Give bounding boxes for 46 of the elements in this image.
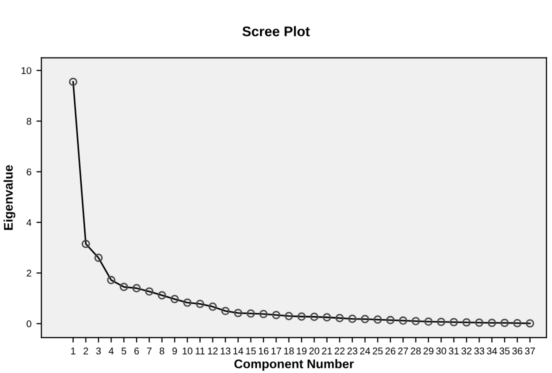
x-tick-label: 10 [182,348,192,354]
x-tick-label: 25 [372,348,383,354]
x-tick-label: 2 [84,348,88,354]
x-tick-label: 26 [385,348,396,354]
x-tick-label: 3 [96,348,101,354]
x-tick-label: 31 [448,348,459,354]
x-tick-label: 11 [196,348,205,354]
x-tick-label: 36 [512,348,522,354]
x-tick-label: 18 [284,348,294,354]
x-tick-label: 27 [398,348,408,354]
x-tick-label: 24 [360,348,370,354]
x-tick-label: 37 [524,348,535,354]
x-tick-label: 5 [122,348,126,354]
x-tick-label: 17 [272,348,282,354]
x-tick-label: 21 [322,348,332,354]
x-axis-title: Component Number [234,359,354,371]
x-tick-label: 35 [500,348,510,354]
x-tick-label: 22 [334,348,345,354]
x-tick-label: 4 [108,348,114,354]
y-tick-label: 10 [22,67,32,74]
x-tick-label: 34 [486,348,498,354]
y-tick-label: 6 [26,168,32,176]
x-tick-label: 23 [347,348,358,354]
y-tick-label: 4 [26,219,32,226]
x-tick-label: 12 [208,348,218,354]
x-tick-label: 32 [461,348,472,354]
x-tick-label: 7 [147,348,152,354]
x-tick-label: 19 [296,348,306,354]
chart-title: Scree Plot [242,26,310,36]
x-tick-label: 13 [220,348,230,354]
x-tick-label: 1 [71,348,76,354]
x-tick-label: 30 [436,348,446,354]
x-tick-label: 16 [258,348,268,354]
x-tick-label: 14 [233,348,244,354]
x-tick-label: 20 [309,348,320,354]
x-tick-label: 8 [160,348,164,354]
y-axis-title: Eigenvalue [4,165,16,230]
x-tick-label: 28 [410,348,421,354]
x-tick-label: 33 [474,348,484,354]
y-tick-label: 8 [26,118,32,125]
y-tick-label: 2 [26,270,32,277]
x-tick-label: 15 [246,348,256,354]
y-tick-label: 0 [26,320,32,328]
x-tick-label: 29 [424,348,434,354]
x-tick-label: 9 [172,348,177,354]
x-tick-label: 6 [134,348,139,354]
